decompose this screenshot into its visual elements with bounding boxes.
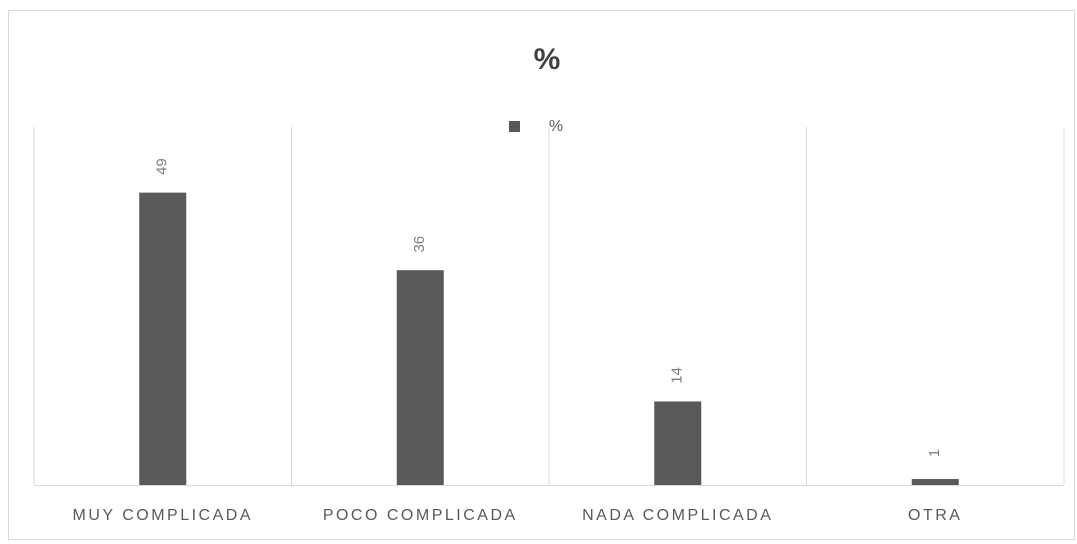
bar: [396, 270, 444, 485]
bar: [139, 192, 187, 485]
x-tick-label: NADA COMPLICADA: [582, 507, 773, 524]
chart-title: %: [534, 43, 561, 76]
x-tick-label: MUY COMPLICADA: [72, 507, 253, 524]
value-label: 49: [154, 158, 171, 175]
bar: [654, 401, 702, 485]
value-label: 1: [926, 449, 943, 457]
x-tick-label: POCO COMPLICADA: [323, 507, 518, 524]
legend-swatch: [509, 121, 520, 132]
x-tick-label: OTRA: [908, 507, 962, 524]
bar: [911, 479, 959, 485]
value-label: 14: [669, 367, 686, 384]
legend-label: %: [549, 118, 563, 135]
value-label: 36: [411, 236, 428, 253]
